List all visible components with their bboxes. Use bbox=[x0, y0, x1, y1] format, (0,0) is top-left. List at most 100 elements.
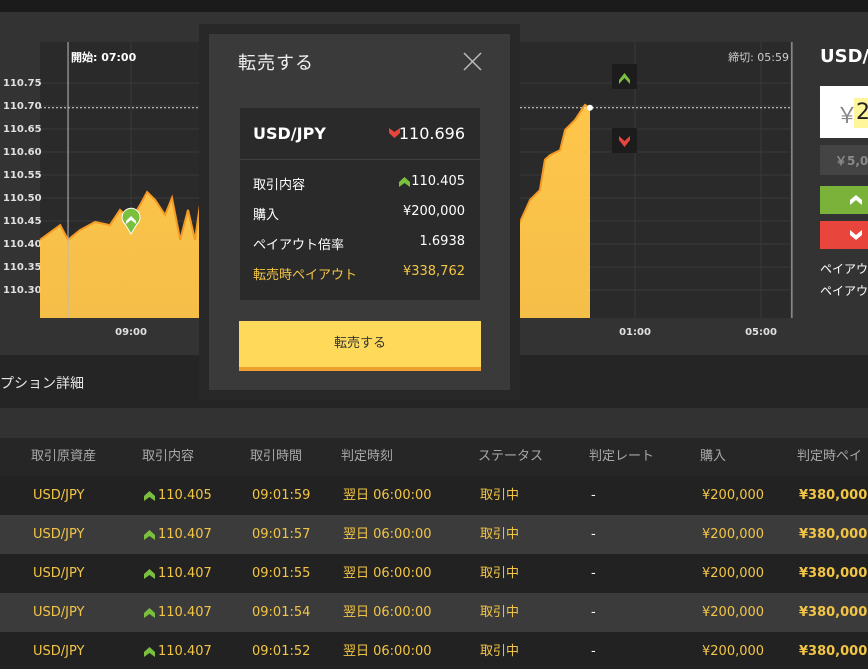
spacer bbox=[0, 408, 868, 438]
modal-row-label: 転売時ペイアウト bbox=[253, 268, 358, 283]
close-button[interactable] bbox=[463, 52, 482, 71]
column-header: 判定時ペイ bbox=[797, 449, 863, 464]
y-tick-label: 110.70 bbox=[3, 101, 42, 112]
table-cell: 取引中 bbox=[480, 527, 520, 542]
table-cell: - bbox=[591, 644, 596, 659]
table-row[interactable]: USD/JPY 110.405 09:01:59 翌日 06:00:00 取引中 - ¥20… bbox=[0, 476, 868, 515]
preset-button[interactable]: ￥5,00 bbox=[820, 145, 868, 175]
table-cell: USD/JPY bbox=[33, 566, 85, 581]
start-label: 開始: 07:00 bbox=[71, 50, 137, 64]
preset-text: ￥5,00 bbox=[835, 154, 868, 168]
column-header: 取引内容 bbox=[142, 449, 195, 464]
modal-asset: USD/JPY bbox=[253, 124, 326, 143]
table-row[interactable]: USD/JPY 110.407 09:01:52 翌日 06:00:00 取引中 - ¥20… bbox=[0, 632, 868, 669]
table-cell: 取引中 bbox=[480, 488, 520, 503]
table-cell: ¥380,000 bbox=[799, 605, 868, 620]
table-row[interactable]: USD/JPY 110.407 09:01:57 翌日 06:00:00 取引中 - ¥20… bbox=[0, 515, 868, 554]
high-button[interactable] bbox=[820, 186, 868, 214]
y-tick-label: 110.65 bbox=[3, 124, 42, 135]
table-cell: ¥200,000 bbox=[702, 644, 765, 659]
modal-row-label: 購入 bbox=[253, 208, 280, 223]
up-icon bbox=[144, 530, 155, 540]
up-signal bbox=[612, 64, 637, 89]
table-row[interactable]: USD/JPY 110.407 09:01:55 翌日 06:00:00 取引中 - ¥20… bbox=[0, 554, 868, 593]
side-asset: USD/J bbox=[820, 46, 868, 67]
table-cell: 110.407 bbox=[158, 644, 212, 659]
table-cell: USD/JPY bbox=[33, 527, 85, 542]
table-cell: 09:01:59 bbox=[252, 488, 311, 503]
up-icon-shape bbox=[144, 530, 155, 540]
table-cell: 取引中 bbox=[480, 644, 520, 659]
modal: 転売する USD/JPY 110.696 取引内容 110.405 購入 ¥200,0… bbox=[209, 34, 510, 390]
resell-button[interactable]: 転売する bbox=[239, 321, 481, 371]
up-icon bbox=[144, 569, 155, 579]
low-button[interactable] bbox=[820, 221, 868, 249]
table-cell: 09:01:55 bbox=[252, 566, 311, 581]
table-cell: 翌日 06:00:00 bbox=[343, 644, 432, 659]
end-label: 締切: 05:59 bbox=[728, 50, 789, 64]
table-cell: ¥200,000 bbox=[702, 488, 765, 503]
x-tick-label: 05:00 bbox=[745, 327, 777, 338]
table-cell: - bbox=[591, 566, 596, 581]
column-header: 購入 bbox=[700, 449, 727, 464]
up-icon-shape bbox=[399, 177, 410, 187]
top-bar bbox=[0, 0, 868, 12]
table-cell: ¥380,000 bbox=[799, 644, 868, 659]
y-tick-label: 110.35 bbox=[3, 262, 42, 273]
table-body: USD/JPY 110.405 09:01:59 翌日 06:00:00 取引中 - ¥20… bbox=[0, 476, 868, 669]
column-header: 取引原資産 bbox=[31, 449, 97, 464]
table-cell: ¥200,000 bbox=[702, 566, 765, 581]
table-cell: 09:01:52 bbox=[252, 644, 311, 659]
table-cell: - bbox=[591, 488, 596, 503]
table-cell: 110.407 bbox=[158, 527, 212, 542]
table-cell: 翌日 06:00:00 bbox=[343, 488, 432, 503]
modal-frame: 転売する USD/JPY 110.696 取引内容 110.405 購入 ¥200,0… bbox=[199, 24, 520, 400]
table-cell: 翌日 06:00:00 bbox=[343, 605, 432, 620]
up-icon bbox=[144, 608, 155, 618]
current-rate: 110.696 bbox=[398, 124, 465, 143]
y-tick-label: 110.50 bbox=[3, 193, 42, 204]
table-header: 取引原資産 取引内容 取引時間 判定時刻 ステータス 判定レート 購入 判定時ペイ bbox=[0, 438, 868, 476]
trade-box: USD/JPY 110.696 取引内容 110.405 購入 ¥200,000 ペイア… bbox=[240, 108, 480, 300]
down-signal bbox=[612, 128, 637, 153]
marker-arrow bbox=[126, 216, 137, 225]
modal-row-value: 1.6938 bbox=[419, 234, 466, 249]
table-cell: 110.407 bbox=[158, 566, 212, 581]
y-tick-label: 110.30 bbox=[3, 285, 42, 296]
y-tick-label: 110.75 bbox=[3, 78, 42, 89]
up-icon-shape bbox=[144, 647, 155, 657]
table-cell: USD/JPY bbox=[33, 644, 85, 659]
up-icon bbox=[399, 177, 410, 187]
table-cell: 取引中 bbox=[480, 566, 520, 581]
table-cell: ¥380,000 bbox=[799, 527, 868, 542]
table-cell: - bbox=[591, 605, 596, 620]
column-header: 取引時間 bbox=[250, 449, 303, 464]
amount-input[interactable]: ￥ 2 bbox=[820, 86, 868, 138]
currency-sign: ￥ bbox=[836, 104, 859, 129]
modal-row-value: ¥200,000 bbox=[402, 204, 465, 219]
down-icon bbox=[389, 128, 400, 138]
up-icon bbox=[144, 647, 155, 657]
details-title: プション詳細 bbox=[0, 376, 84, 392]
current-price-dot bbox=[586, 104, 593, 111]
x-tick-label: 09:00 bbox=[115, 327, 147, 338]
modal-row-value: ¥338,762 bbox=[402, 264, 465, 279]
price-line bbox=[39, 103, 591, 242]
table-cell: ¥380,000 bbox=[799, 488, 868, 503]
table-cell: ¥380,000 bbox=[799, 566, 868, 581]
payout-label: ペイアウ bbox=[820, 284, 868, 298]
up-icon-shape bbox=[144, 569, 155, 579]
table-cell: 翌日 06:00:00 bbox=[343, 527, 432, 542]
table-cell: 09:01:57 bbox=[252, 527, 311, 542]
table-cell: 110.405 bbox=[158, 488, 212, 503]
y-tick-label: 110.55 bbox=[3, 170, 42, 181]
modal-row-value: 110.405 bbox=[411, 174, 465, 189]
entry-marker bbox=[121, 207, 141, 235]
table-cell: 110.407 bbox=[158, 605, 212, 620]
marker-pin bbox=[121, 207, 141, 235]
table-cell: 翌日 06:00:00 bbox=[343, 566, 432, 581]
table-row[interactable]: USD/JPY 110.407 09:01:54 翌日 06:00:00 取引中 - ¥20… bbox=[0, 593, 868, 632]
divider bbox=[240, 159, 480, 160]
